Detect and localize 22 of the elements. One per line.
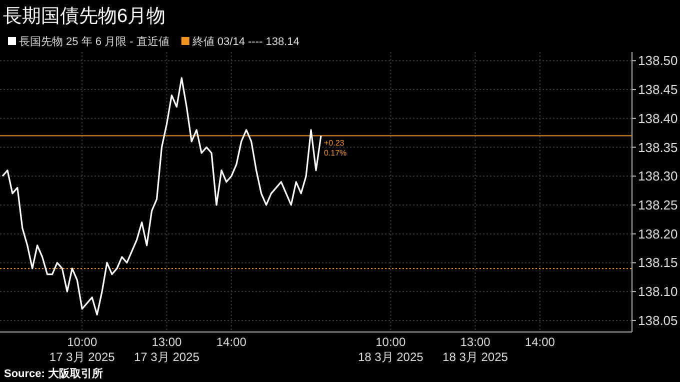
y-tick-label: 138.50: [638, 53, 678, 68]
legend-label: 長国先物 25 年 6 月限 - 直近値: [19, 35, 170, 48]
x-tick-label: 10:00 17 3月 2025: [49, 335, 116, 364]
y-tick-label: 138.25: [638, 197, 678, 212]
x-tick-label: 13:00 18 3月 2025: [442, 335, 508, 364]
x-tick-label: 10:00 18 3月 2025: [358, 335, 424, 364]
x-tick-label: 14:00: [216, 335, 247, 349]
y-tick-label: 138.15: [638, 255, 678, 270]
annotation: 0.17%: [324, 148, 347, 158]
y-tick-label: 138.30: [638, 168, 678, 184]
source-note: Source: 大阪取引所: [4, 367, 104, 380]
y-tick-label: 138.45: [638, 82, 678, 98]
y-tick-label: 138.35: [638, 140, 678, 155]
x-tick-label: 13:00 17 3月 2025: [134, 335, 200, 364]
y-tick-label: 138.40: [638, 110, 678, 126]
y-tick-label: 138.10: [638, 284, 678, 300]
legend-label: 終値 03/14 ---- 138.14: [191, 36, 300, 48]
annotation: +0.23: [324, 138, 345, 148]
y-tick-label: 138.05: [638, 312, 678, 328]
x-tick-label: 14:00: [524, 335, 556, 349]
chart-title: 長期国債先物6月物: [3, 6, 166, 27]
y-tick-label: 138.20: [638, 226, 678, 242]
